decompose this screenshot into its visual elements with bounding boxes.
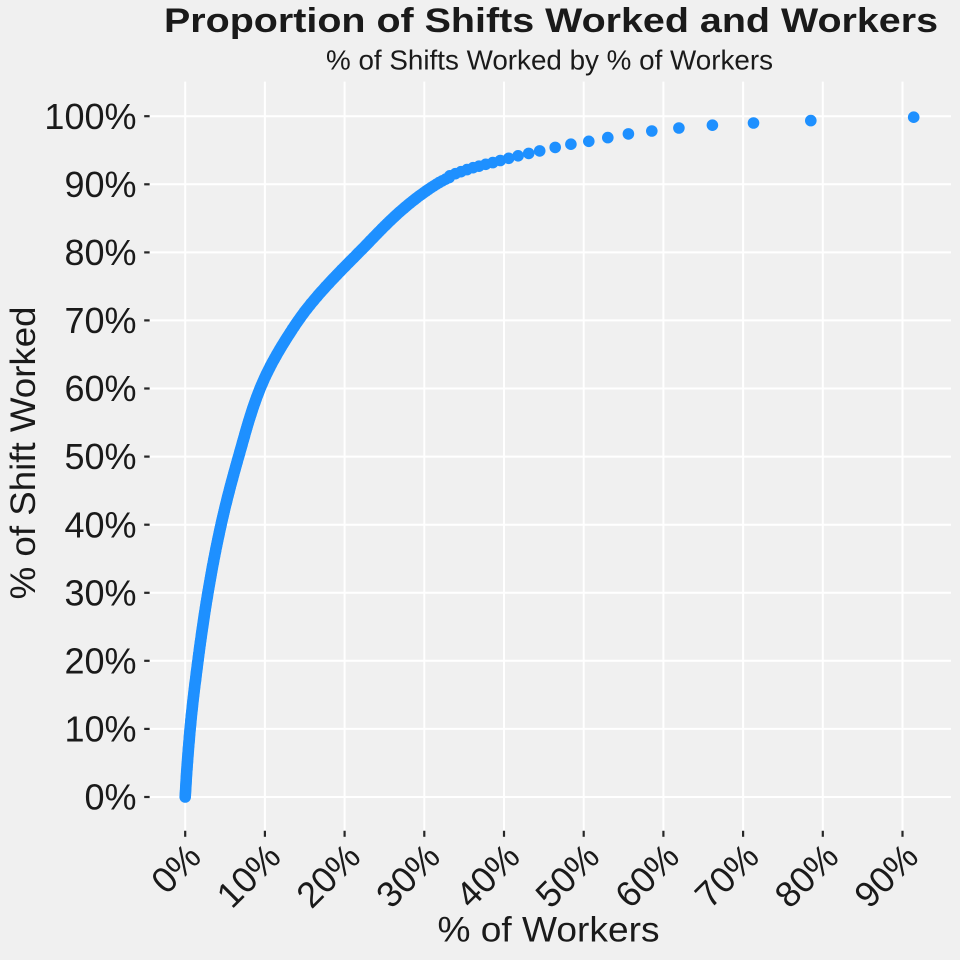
svg-text:100%: 100% (44, 96, 136, 137)
svg-text:80%: 80% (64, 232, 136, 273)
svg-text:60%: 60% (64, 368, 136, 409)
svg-text:30%: 30% (64, 572, 136, 613)
svg-text:70%: 70% (64, 300, 136, 341)
svg-text:0%: 0% (84, 777, 136, 818)
svg-text:% of Shifts Worked by % of Wor: % of Shifts Worked by % of Workers (326, 44, 773, 75)
svg-text:50%: 50% (64, 436, 136, 477)
svg-text:10%: 10% (64, 709, 136, 750)
svg-text:Proportion of Shifts Worked an: Proportion of Shifts Worked and Workers (164, 2, 938, 40)
svg-text:90%: 90% (64, 164, 136, 205)
svg-text:% of Shift Worked: % of Shift Worked (4, 306, 43, 599)
svg-text:% of Workers: % of Workers (438, 910, 660, 949)
svg-text:20%: 20% (64, 640, 136, 681)
svg-text:40%: 40% (64, 504, 136, 545)
